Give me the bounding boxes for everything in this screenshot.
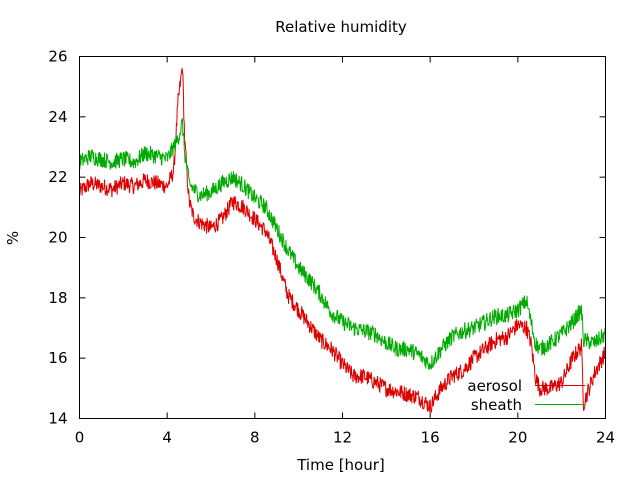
legend: aerosol sheath [467, 377, 585, 414]
legend-label-aerosol: aerosol [467, 377, 522, 395]
plot-frame [79, 56, 606, 419]
y-axis-label: % [4, 231, 22, 245]
y-tick-label: 18 [48, 289, 67, 307]
axis-ticks: 0 4 8 12 16 20 24 14 16 18 20 22 24 26 [48, 48, 615, 447]
y-tick-label: 16 [48, 349, 67, 367]
y-tick-label: 26 [48, 48, 67, 66]
x-tick-label: 12 [333, 429, 352, 447]
y-tick-label: 22 [48, 168, 67, 186]
series-lines [79, 68, 606, 413]
x-axis-label: Time [hour] [296, 456, 385, 474]
legend-label-sheath: sheath [471, 396, 522, 414]
x-tick-label: 24 [596, 429, 615, 447]
chart-title: Relative humidity [275, 18, 407, 36]
x-tick-label: 8 [250, 429, 260, 447]
y-tick-label: 24 [48, 108, 67, 126]
x-tick-label: 20 [508, 429, 527, 447]
x-tick-label: 16 [421, 429, 440, 447]
series-line-aerosol [79, 68, 606, 413]
y-tick-label: 14 [48, 410, 67, 428]
y-tick-label: 20 [48, 229, 67, 247]
x-tick-label: 0 [75, 429, 85, 447]
series-line-sheath [79, 118, 606, 370]
x-tick-label: 4 [162, 429, 172, 447]
